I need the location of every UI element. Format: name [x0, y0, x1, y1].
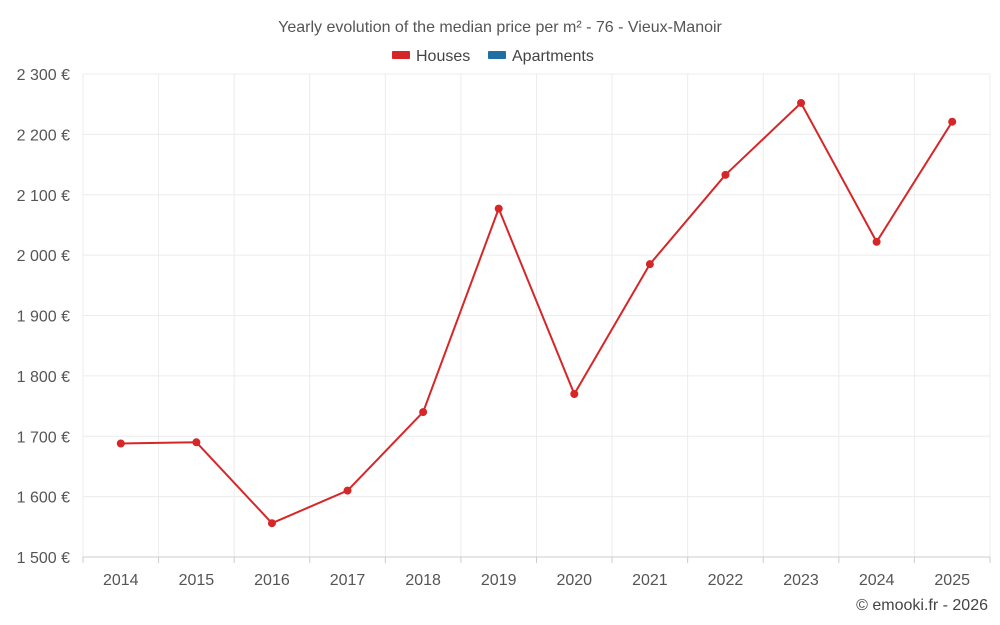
y-tick-label: 1 600 € — [17, 490, 70, 507]
y-tick-label: 1 800 € — [17, 369, 70, 386]
y-tick-label: 1 900 € — [17, 309, 70, 326]
x-tick-label: 2019 — [481, 572, 517, 589]
x-tick-label: 2014 — [103, 572, 139, 589]
y-tick-label: 2 000 € — [17, 248, 70, 265]
x-tick-label: 2015 — [179, 572, 215, 589]
series-line-houses — [120, 101, 954, 525]
x-tick-label: 2024 — [859, 572, 895, 589]
x-axis: 2014 2015 2016 2017 2018 2019 2020 2021 2022 2023… — [82, 556, 991, 589]
data-point-houses-2023[interactable] — [797, 98, 806, 107]
x-tick-label: 2021 — [632, 572, 668, 589]
data-point-houses-2017[interactable] — [343, 486, 352, 495]
legend-item-apartments[interactable]: Apartments — [488, 48, 594, 65]
legend: Houses Apartments — [392, 48, 594, 65]
y-tick-label: 2 200 € — [17, 127, 70, 144]
grid — [82, 73, 991, 557]
data-point-houses-2025[interactable] — [948, 117, 957, 126]
x-tick-label: 2018 — [405, 572, 441, 589]
credit-text: © emooki.fr - 2026 — [856, 597, 988, 614]
y-axis: 1 500 € 1 600 € 1 700 € 1 800 € 1 900 € 2 000… — [17, 67, 70, 567]
x-tick-label: 2016 — [254, 572, 290, 589]
data-point-houses-2021[interactable] — [645, 260, 654, 269]
x-tick-label: 2020 — [556, 572, 592, 589]
legend-swatch-apartments — [488, 51, 506, 59]
data-point-houses-2016[interactable] — [267, 519, 276, 528]
series — [116, 98, 957, 528]
data-point-houses-2014[interactable] — [116, 439, 125, 448]
legend-item-houses[interactable]: Houses — [392, 48, 470, 65]
data-point-houses-2015[interactable] — [192, 438, 201, 447]
data-point-houses-2024[interactable] — [872, 237, 881, 246]
chart-title: Yearly evolution of the median price per… — [278, 19, 722, 36]
data-point-houses-2019[interactable] — [494, 204, 503, 213]
data-point-houses-2020[interactable] — [570, 389, 579, 398]
data-point-houses-2022[interactable] — [721, 170, 730, 179]
y-tick-label: 1 700 € — [17, 429, 70, 446]
data-point-houses-2018[interactable] — [419, 408, 428, 417]
legend-label-apartments: Apartments — [512, 48, 594, 65]
y-tick-label: 2 100 € — [17, 188, 70, 205]
x-tick-label: 2023 — [783, 572, 819, 589]
legend-swatch-houses — [392, 51, 410, 59]
y-tick-label: 1 500 € — [17, 550, 70, 567]
y-tick-label: 2 300 € — [17, 67, 70, 84]
x-tick-label: 2017 — [330, 572, 366, 589]
legend-label-houses: Houses — [416, 48, 470, 65]
x-tick-label: 2025 — [934, 572, 970, 589]
x-tick-label: 2022 — [708, 572, 744, 589]
